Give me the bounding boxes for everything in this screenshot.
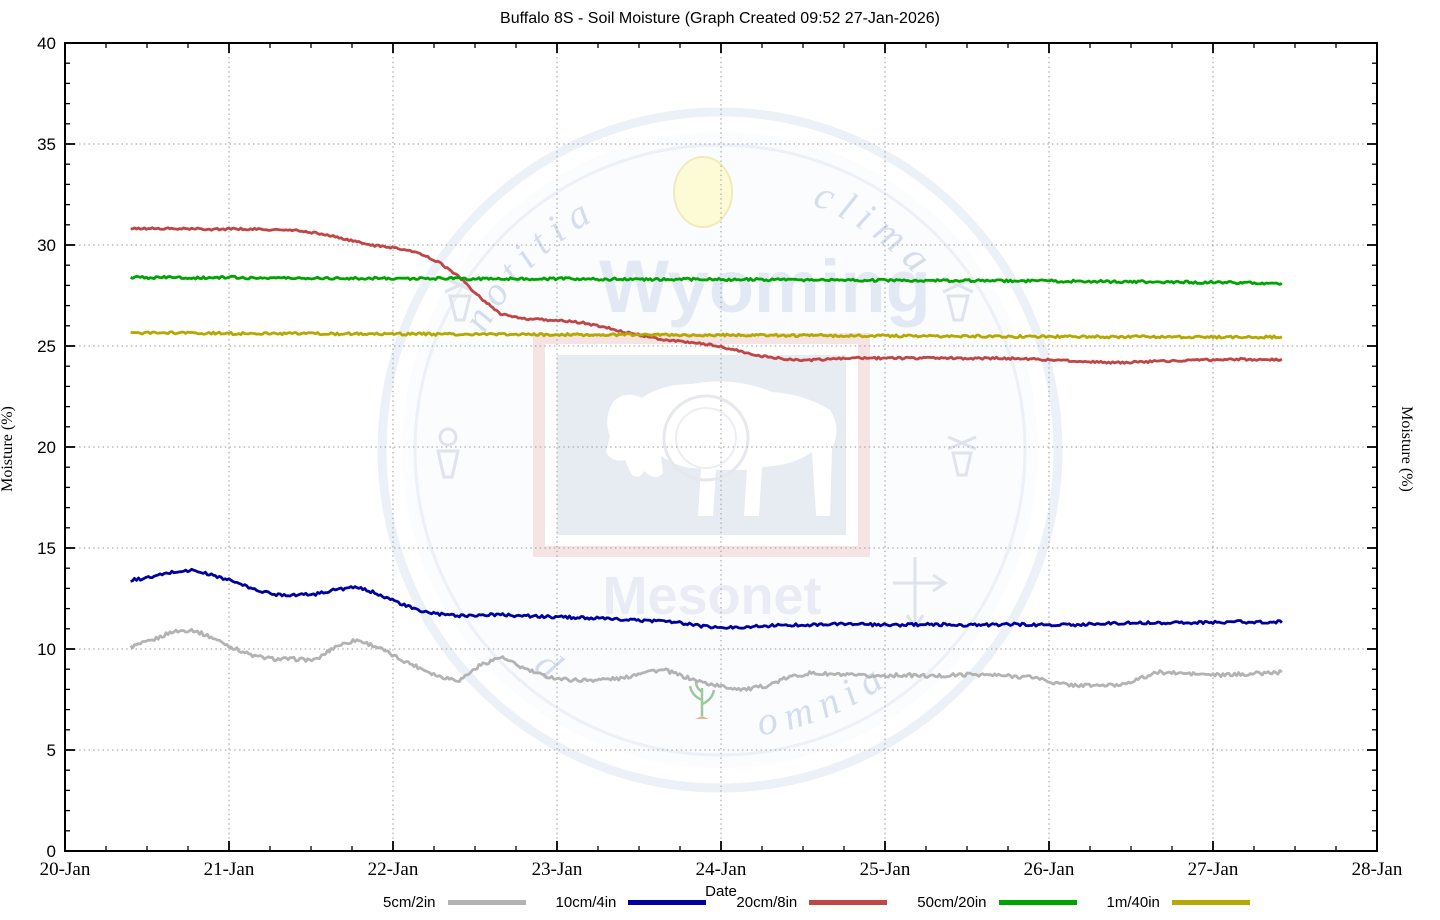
legend-item-20cm-8in: 20cm/8in [736,894,888,911]
svg-text:5: 5 [47,741,56,760]
wind-arrow-icon [893,557,948,630]
svg-text:20: 20 [37,438,56,457]
svg-text:25: 25 [37,337,56,356]
legend-line-swatch [628,900,707,905]
svg-text:Mesonet: Mesonet [602,566,821,626]
svg-text:40: 40 [37,34,56,53]
svg-text:25-Jan: 25-Jan [860,859,911,880]
svg-text:Wyoming: Wyoming [599,245,931,328]
legend-item-50cm-20in: 50cm/20in [917,894,1077,911]
series-line-5cm-2in [129,628,1283,692]
plant-icon [695,716,709,719]
svg-text:26-Jan: 26-Jan [1024,859,1075,880]
legend-label: 50cm/20in [917,894,987,911]
svg-text:0: 0 [47,842,56,861]
svg-text:24-Jan: 24-Jan [696,859,747,880]
svg-text:20-Jan: 20-Jan [40,859,91,880]
tick-labels: 0 5 10 15 20 25 30 35 40 20-Jan 21-Jan 22-Jan 23-Jan… [37,34,1403,880]
chart-title: Buffalo 8S - Soil Moisture (Graph Create… [500,10,940,27]
series-line-50cm-20in [130,274,1283,286]
svg-text:30: 30 [37,236,56,255]
anemometer-icon [947,435,977,477]
legend-item-1m-40in: 1m/40in [1107,894,1250,911]
legend: 5cm/2in 10cm/4in 20cm/8in 50cm/20in 1m/40in [383,894,1250,911]
svg-text:10: 10 [37,640,56,659]
axes [64,42,1378,852]
gridlines [65,43,1377,851]
legend-label: 10cm/4in [555,894,617,911]
legend-line-swatch [1171,900,1250,905]
svg-text:23-Jan: 23-Jan [532,859,583,880]
svg-text:28-Jan: 28-Jan [1352,859,1403,880]
svg-text:27-Jan: 27-Jan [1188,859,1239,880]
series-line-10cm-4in [130,567,1283,630]
legend-line-swatch [809,900,888,905]
svg-text:15: 15 [37,539,56,558]
legend-label: 20cm/8in [736,894,798,911]
legend-line-swatch [998,900,1077,905]
svg-text:21-Jan: 21-Jan [204,859,255,880]
svg-text:35: 35 [37,135,56,154]
sensor-icon [436,427,460,479]
y-axis-label-right: Moisture (%) [1398,406,1415,492]
legend-label: 5cm/2in [383,894,436,911]
y-axis-label-left: Moisture (%) [0,406,16,492]
series-line-1m-40in [130,330,1283,340]
x-axis-label: Date [705,883,737,900]
legend-label: 1m/40in [1106,894,1160,911]
legend-item-10cm-4in: 10cm/4in [556,894,707,911]
legend-line-swatch [447,900,526,905]
svg-text:22-Jan: 22-Jan [368,859,419,880]
series-line-20cm-8in [130,226,1283,365]
legend-item-5cm-2in: 5cm/2in [383,894,526,911]
